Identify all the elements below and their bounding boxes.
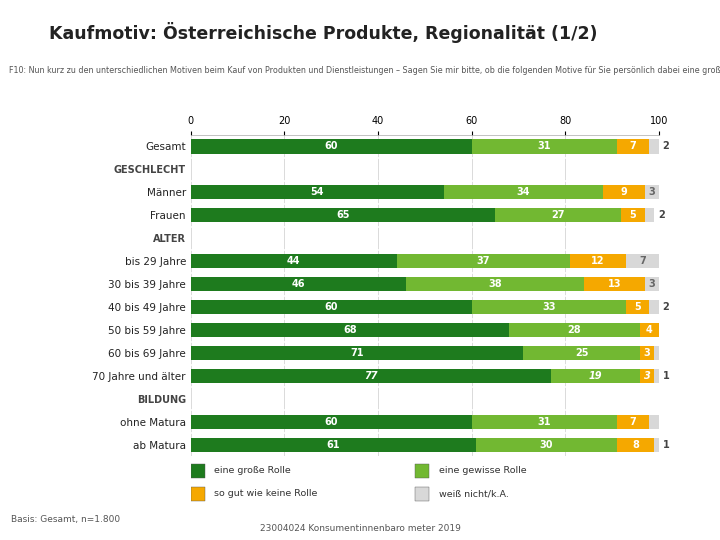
- Text: 71: 71: [350, 348, 364, 358]
- Bar: [584, 277, 645, 291]
- Bar: [191, 487, 205, 501]
- Bar: [640, 346, 654, 360]
- Bar: [640, 323, 659, 337]
- Bar: [570, 254, 626, 268]
- Text: 23004024 Konsumentinnenbaro meter 2019: 23004024 Konsumentinnenbaro meter 2019: [260, 524, 460, 533]
- Bar: [472, 300, 626, 314]
- Bar: [603, 185, 645, 199]
- Text: 68: 68: [343, 325, 356, 335]
- Text: 46: 46: [292, 279, 305, 289]
- Text: 1: 1: [662, 371, 670, 381]
- Text: 2: 2: [662, 141, 670, 152]
- Text: 9: 9: [621, 187, 627, 198]
- Text: 7: 7: [630, 417, 636, 427]
- Text: eine große Rolle: eine große Rolle: [215, 467, 291, 475]
- Text: 54: 54: [12, 27, 32, 41]
- Bar: [191, 438, 477, 452]
- Bar: [406, 277, 584, 291]
- Text: 4: 4: [646, 325, 653, 335]
- Bar: [191, 254, 397, 268]
- Bar: [621, 208, 645, 222]
- Text: Kaufmotiv: Österreichische Produkte, Regionalität (1/2): Kaufmotiv: Österreichische Produkte, Reg…: [49, 23, 598, 43]
- Text: 65: 65: [336, 210, 350, 220]
- Bar: [552, 369, 640, 383]
- Bar: [472, 139, 617, 153]
- Text: 7: 7: [630, 141, 636, 152]
- Text: 60: 60: [325, 141, 338, 152]
- Text: 61: 61: [327, 440, 341, 450]
- Bar: [191, 463, 205, 478]
- Text: 54: 54: [310, 187, 324, 198]
- Bar: [645, 277, 659, 291]
- Text: 25: 25: [575, 348, 588, 358]
- Bar: [640, 369, 654, 383]
- Bar: [191, 277, 406, 291]
- Text: 19: 19: [589, 371, 603, 381]
- Bar: [649, 415, 659, 429]
- Bar: [191, 369, 552, 383]
- Text: 34: 34: [516, 187, 530, 198]
- Text: 27: 27: [552, 210, 565, 220]
- Text: 37: 37: [477, 256, 490, 266]
- Bar: [523, 346, 640, 360]
- Text: 60: 60: [325, 417, 338, 427]
- Text: 3: 3: [649, 187, 655, 198]
- Bar: [626, 300, 649, 314]
- Bar: [617, 438, 654, 452]
- Bar: [191, 323, 509, 337]
- Text: 5: 5: [634, 302, 641, 312]
- Bar: [649, 139, 659, 153]
- Bar: [191, 346, 523, 360]
- Text: 60: 60: [325, 302, 338, 312]
- Text: 7: 7: [639, 256, 646, 266]
- Text: 2: 2: [662, 302, 670, 312]
- Text: 13: 13: [608, 279, 621, 289]
- Bar: [191, 139, 472, 153]
- Bar: [415, 463, 430, 478]
- Text: 8: 8: [632, 440, 639, 450]
- Text: 30: 30: [540, 440, 553, 450]
- Bar: [477, 438, 617, 452]
- Bar: [654, 438, 659, 452]
- Text: 33: 33: [542, 302, 556, 312]
- Bar: [645, 185, 659, 199]
- Text: 38: 38: [488, 279, 502, 289]
- Text: 12: 12: [591, 256, 605, 266]
- Text: Basis: Gesamt, n=1.800: Basis: Gesamt, n=1.800: [11, 515, 120, 524]
- Bar: [472, 415, 617, 429]
- Bar: [626, 254, 659, 268]
- Text: 1: 1: [662, 440, 670, 450]
- Bar: [415, 487, 430, 501]
- Text: F10: Nun kurz zu den unterschiedlichen Motiven beim Kauf von Produkten und Diens: F10: Nun kurz zu den unterschiedlichen M…: [9, 65, 720, 75]
- Bar: [444, 185, 603, 199]
- Bar: [649, 300, 659, 314]
- Bar: [191, 208, 495, 222]
- Bar: [645, 208, 654, 222]
- Text: 3: 3: [644, 348, 650, 358]
- Bar: [509, 323, 640, 337]
- Text: 3: 3: [649, 279, 655, 289]
- Text: weiß nicht/k.A.: weiß nicht/k.A.: [439, 489, 509, 498]
- Bar: [654, 346, 659, 360]
- Text: 31: 31: [537, 141, 551, 152]
- Bar: [495, 208, 621, 222]
- Text: eine gewisse Rolle: eine gewisse Rolle: [439, 467, 526, 475]
- Bar: [191, 185, 444, 199]
- Text: 28: 28: [568, 325, 581, 335]
- Text: 44: 44: [287, 256, 300, 266]
- Text: 3: 3: [644, 371, 650, 381]
- Bar: [617, 139, 649, 153]
- Bar: [654, 369, 659, 383]
- Bar: [191, 415, 472, 429]
- Bar: [617, 415, 649, 429]
- Text: 2: 2: [658, 210, 665, 220]
- Text: 77: 77: [364, 371, 378, 381]
- Bar: [397, 254, 570, 268]
- Text: 5: 5: [630, 210, 636, 220]
- Bar: [191, 300, 472, 314]
- Text: 31: 31: [537, 417, 551, 427]
- Text: so gut wie keine Rolle: so gut wie keine Rolle: [215, 489, 318, 498]
